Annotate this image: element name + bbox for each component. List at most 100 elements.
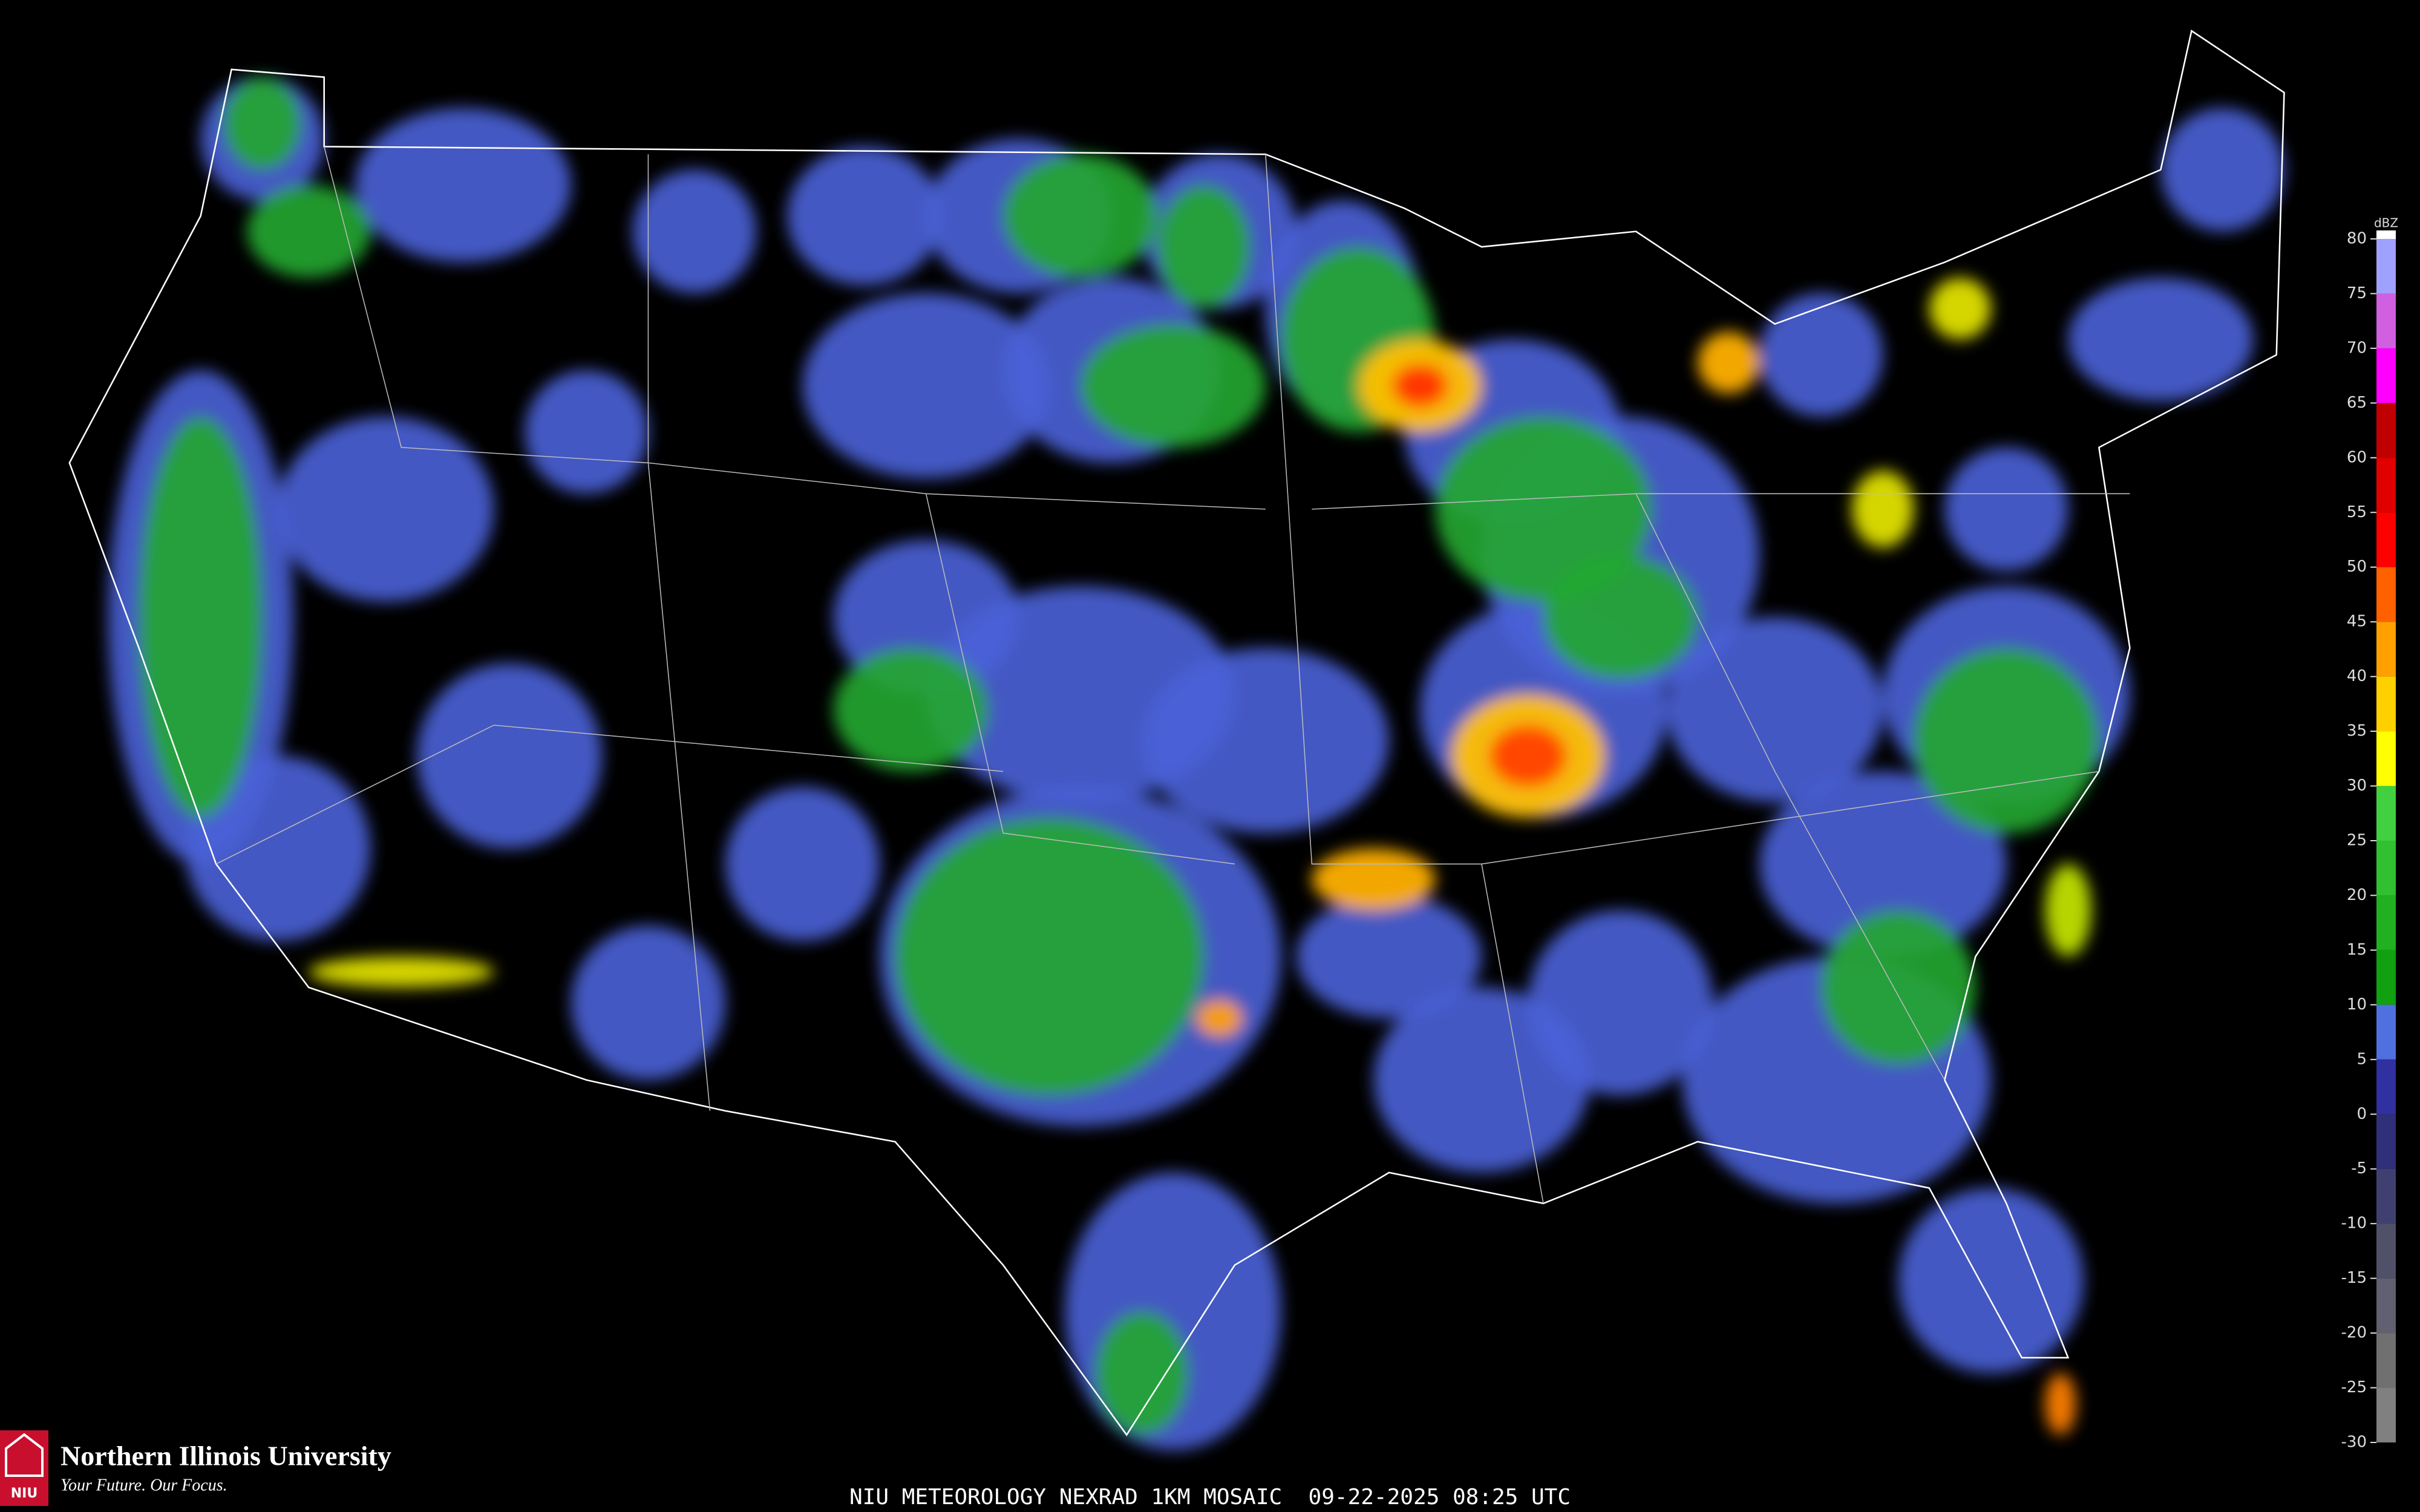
colorbar-band [2376,1168,2396,1224]
echo-moderate [223,77,301,170]
colorbar-tick-label: -25 [2341,1378,2367,1396]
colorbar-tick-label: 70 [2347,339,2367,357]
echo-light [1944,447,2068,571]
colorbar-tick-label: 30 [2347,777,2367,795]
colorbar-tick-label: -30 [2341,1433,2367,1452]
echo-light [787,146,942,285]
colorbar-tick-label: 75 [2347,284,2367,302]
logo-tagline: Your Future. Our Focus. [60,1476,227,1494]
echo-moderate [1003,154,1158,278]
echo-moderate [833,648,988,772]
state-borders [215,146,2130,1204]
echo-heavy [2045,864,2091,957]
colorbar-band [2376,239,2396,294]
colorbar-band [2376,786,2396,841]
colorbar-band [2376,676,2396,732]
colorbar-tick-label: 0 [2356,1105,2367,1123]
colorbar-tick-label: 20 [2347,886,2367,904]
echo-heavy [1312,849,1436,911]
colorbar-band [2376,293,2396,348]
echo-moderate [1543,555,1698,679]
echo-light [2160,108,2284,232]
echo-moderate [1080,324,1266,448]
echo-heavy [1196,1000,1243,1037]
echo-light [1142,648,1389,833]
colorbar-tick-label: 40 [2347,667,2367,685]
echo-moderate [139,416,263,818]
colorbar-band [2376,512,2396,567]
echo-light [571,925,725,1080]
colorbar-band [2376,567,2396,622]
colorbar-band [2376,950,2396,1005]
colorbar-unit: dBZ [2374,216,2398,230]
colorbar-tick-label: 10 [2347,996,2367,1014]
colorbar-band [2376,403,2396,458]
colorbar: dBZ 80757065605550454035302520151050-5-1… [2341,216,2399,1452]
echo-light [1759,771,2007,957]
colorbar-band [2376,1278,2396,1334]
colorbar-band [2376,1059,2396,1115]
echo-moderate [895,818,1204,1096]
map-layer [68,29,2285,1450]
echo-moderate [247,185,371,278]
radar-echoes [108,77,2284,1450]
echo-light [725,787,880,942]
echo-light [1373,987,1590,1173]
colorbar-tick-label: 35 [2347,722,2367,740]
echo-light [355,108,571,262]
echo-light [1898,1188,2084,1374]
echo-moderate [1096,1311,1189,1435]
us-outline [68,29,2285,1436]
colorbar-tick-label: -5 [2351,1159,2367,1178]
echo-light [185,755,371,942]
colorbar-tick-label: -20 [2341,1324,2367,1342]
echo-light [525,370,649,494]
echo-moderate [1914,648,2099,833]
echo-heavy [309,956,494,988]
colorbar-band [2376,731,2396,786]
colorbar-band [2376,895,2396,950]
logo-name: Northern Illinois University [60,1441,391,1471]
colorbar-band [2376,348,2396,403]
colorbar-band [2376,1114,2396,1169]
colorbar-tick-label: 50 [2347,558,2367,576]
colorbar-tick-label: 25 [2347,832,2367,850]
echo-heavy [1929,278,1991,340]
colorbar-tick-label: 5 [2356,1050,2367,1068]
echo-heavy [1392,364,1448,408]
colorbar-top [2376,230,2396,239]
echo-heavy [1489,725,1567,787]
colorbar-tick-label: 80 [2347,230,2367,248]
echo-light [802,293,1050,478]
echo-moderate [1821,910,1976,1065]
colorbar-band [2376,622,2396,677]
logo-badge-bg [0,1430,48,1506]
colorbar-tick-label: -15 [2341,1269,2367,1287]
logo-icon [5,1433,44,1477]
echo-light [632,169,756,293]
echo-light [1667,617,1883,803]
colorbar-tick-label: 65 [2347,394,2367,412]
echo-light [1296,894,1482,1018]
colorbar-band [2376,1387,2396,1442]
echo-light [278,416,494,602]
colorbar-tick-label: 60 [2347,448,2367,466]
colorbar-tick-label: 15 [2347,940,2367,959]
colorbar-tick-label: -10 [2341,1214,2367,1233]
colorbar-band [2376,1005,2396,1060]
map-title: NIU METEOROLOGY NEXRAD 1KM MOSAIC 09-22-… [849,1485,1571,1510]
echo-heavy [1852,471,1914,548]
echo-light [1759,293,1883,417]
echo-moderate [1157,185,1251,309]
colorbar-band [2376,457,2396,513]
echo-heavy [2045,1373,2076,1435]
echo-moderate [1435,416,1652,602]
colorbar-tick-label: 55 [2347,503,2367,521]
colorbar-tick-label: 45 [2347,613,2367,631]
echo-heavy [1698,331,1760,394]
echo-light [2068,278,2254,402]
colorbar-band [2376,1224,2396,1279]
echo-light [416,663,602,849]
